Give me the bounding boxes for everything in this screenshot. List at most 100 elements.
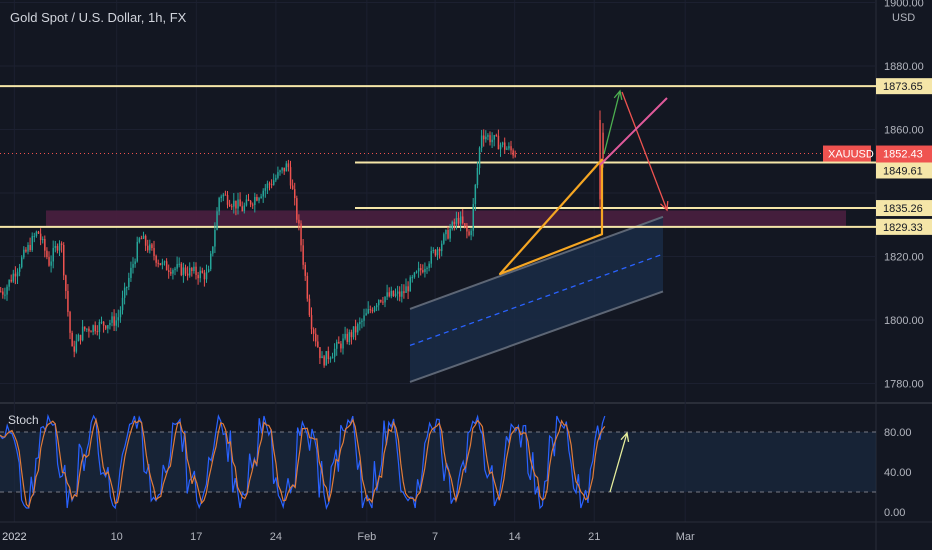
candle-body [304,264,306,276]
candle-body [273,180,275,185]
candle-body [44,238,46,251]
price-tag-level-b: 1835.26 [883,203,923,215]
candle-body [58,243,61,251]
candle-body [331,356,334,359]
candle-body [258,198,260,201]
candle-body [445,229,447,235]
channel-fill [410,216,663,382]
candle-body [512,150,514,156]
candle-body [233,200,235,207]
candle-body [285,163,288,172]
candle-body [294,189,296,199]
candle-body [401,291,403,297]
candle-body [199,270,201,279]
candle-body [306,275,309,299]
candle-body [94,325,96,332]
candle-body [426,267,428,269]
candle-body [474,184,477,205]
candle-body [136,241,138,262]
x-tick-label: 24 [270,531,282,543]
x-tick-label: 17 [190,531,202,543]
candle-body [186,273,189,276]
candle-body [386,292,388,297]
candle-body [241,206,243,212]
candle-body [100,321,103,323]
candle-body [237,199,239,209]
candle-body [126,286,128,288]
candle-body [134,261,136,265]
candle-body [245,199,248,206]
candle-body [417,268,420,272]
y-tick-label: 1860.00 [884,125,924,137]
candle-body [184,267,187,274]
candle-body [346,333,348,342]
candle-body [493,135,495,140]
candle-body [176,264,178,269]
candle-body [191,267,193,271]
rising-wedge-triangle [498,158,604,276]
stoch-indicator-label[interactable]: Stoch [8,413,39,427]
candle-body [508,146,510,149]
x-tick-label: 7 [432,531,438,543]
candle-body [220,196,222,199]
candle-body [247,199,250,201]
candle-body [478,147,481,168]
candle-body [428,263,430,268]
candle-body [441,243,443,252]
candle-body [16,271,19,277]
candle-body [37,231,40,234]
candle-body [207,269,210,272]
candle-body [54,246,57,248]
candle-body [216,211,218,231]
candle-body [12,273,15,282]
candle-body [86,328,88,330]
candle-body [60,243,63,245]
candle-body [117,317,120,321]
candle-body [504,142,506,150]
candle-body [468,231,470,236]
arrow-up-green [603,90,621,155]
candle-body [25,249,27,252]
current-price-tag: 1852.43 [883,149,923,161]
candle-body [279,170,281,173]
projection-arrows [603,89,669,212]
candle-body [321,356,323,359]
candle-body [172,270,174,274]
candle-body [264,188,267,191]
symbol-legend[interactable]: Gold Spot / U.S. Dollar, 1h, FX [10,10,187,25]
candle-body [373,307,376,312]
candle-body [342,338,344,349]
candle-body [0,291,2,293]
candle-body [319,347,321,359]
candle-body [365,313,367,316]
candle-body [491,139,493,143]
candle-body [407,286,409,292]
candle-body [361,320,363,322]
candle-body [434,250,437,256]
candle-body [48,257,50,266]
candle-body [153,248,155,256]
candle-body [470,230,472,236]
candle-body [79,334,82,341]
candle-body [111,316,113,323]
x-tick-label: Mar [676,531,695,543]
candle-body [203,272,206,280]
candle-body [10,279,12,282]
candle-body [163,261,166,263]
candle-body [296,198,298,220]
stoch-tick-label: 40.00 [884,467,912,479]
candle-body [159,263,162,265]
candle-body [459,216,462,224]
candle-body [396,291,399,294]
candle-body [371,310,374,312]
candle-body [256,196,258,201]
candle-body [340,343,342,349]
candle-body [310,315,313,330]
candle-body [2,291,4,295]
candle-body [287,163,290,168]
candle-body [315,333,317,342]
candle-body [466,225,468,232]
price-tag-level-a-bg [876,162,932,179]
